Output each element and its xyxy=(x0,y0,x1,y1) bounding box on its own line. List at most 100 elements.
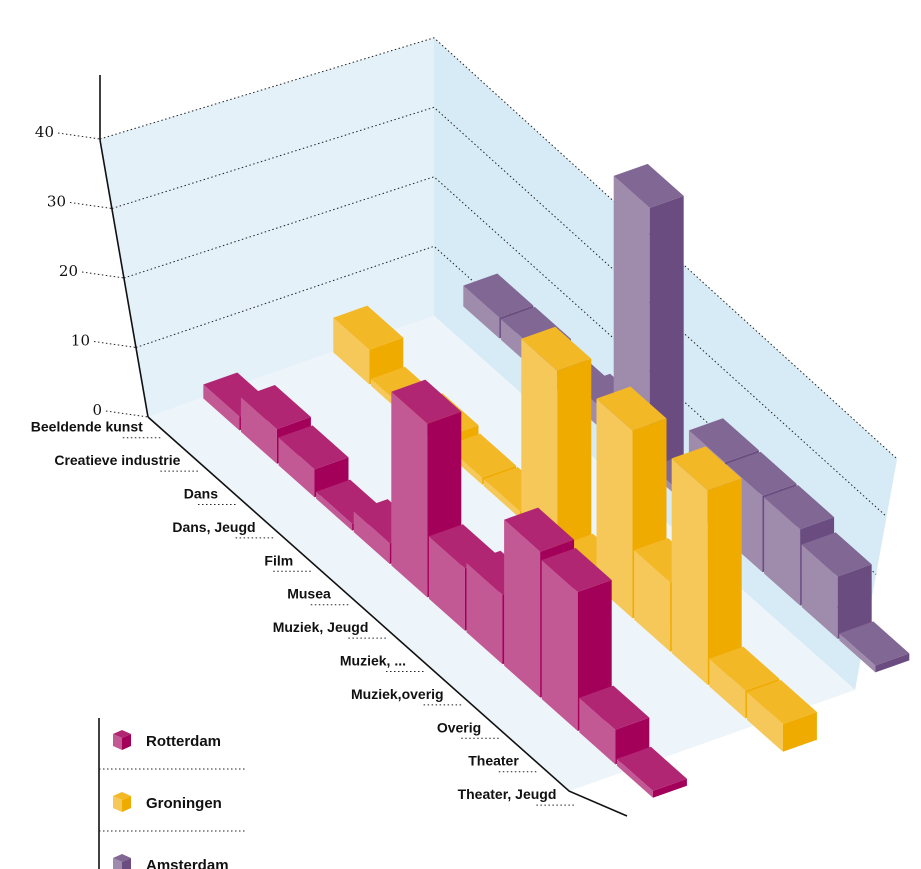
legend-swatch-right xyxy=(122,796,131,812)
bar-face xyxy=(541,560,578,731)
axes xyxy=(99,75,628,817)
x-axis xyxy=(147,416,628,817)
category-label-musea: Musea xyxy=(287,586,331,602)
bar-face xyxy=(278,437,315,498)
category-label-muziek: Muziek, ... xyxy=(340,653,406,669)
bar-groningen-theater-jeugd xyxy=(746,680,817,752)
bar-top xyxy=(616,746,687,791)
bar-face xyxy=(801,544,838,639)
bar-top xyxy=(278,425,349,470)
bar-top xyxy=(240,385,311,430)
y-tick-line xyxy=(69,202,113,209)
category-label-overig: Overig xyxy=(437,719,481,735)
bar-top xyxy=(839,621,910,666)
bar-top xyxy=(521,326,592,371)
bar-top xyxy=(709,646,780,691)
bar-face xyxy=(240,397,277,464)
bar-top xyxy=(541,548,612,592)
legend-swatch-right xyxy=(122,734,131,750)
bar-face xyxy=(875,653,910,673)
bar-face xyxy=(579,697,616,765)
bar-amsterdam-theater xyxy=(839,621,910,673)
y-tick-label: 30 xyxy=(47,193,66,211)
category-label-muziek-overig: Muziek,overig xyxy=(351,686,444,702)
bar-face xyxy=(463,285,500,339)
bar-face xyxy=(649,195,684,472)
y-tick-line xyxy=(105,410,149,418)
bar-face xyxy=(764,497,801,606)
bar-face xyxy=(782,712,817,752)
bar-face xyxy=(671,458,708,685)
category-label-creatieve-industrie: Creatieve industrie xyxy=(54,452,180,468)
y-tick-line xyxy=(57,132,101,140)
bar-face xyxy=(837,564,872,639)
category-label-beeldende-kunst: Beeldende kunst xyxy=(31,419,143,435)
y-tick-label: 10 xyxy=(71,332,90,350)
bar-top xyxy=(726,451,797,496)
category-label-dans: Dans xyxy=(184,486,218,502)
category-label-theater: Theater xyxy=(468,753,519,769)
gridline xyxy=(111,106,887,518)
legend-swatch-right xyxy=(122,858,131,869)
category-labels: Beeldende kunst Creatieve industrie Dans Da… xyxy=(31,419,575,806)
y-tick-line xyxy=(93,341,137,348)
bar-face xyxy=(596,398,633,619)
bar-top xyxy=(764,485,835,530)
legend-label: Rotterdam xyxy=(146,733,221,750)
y-tick-label: 0 xyxy=(92,401,102,419)
bar-top xyxy=(671,446,742,491)
legend-item-rotterdam: Rotterdam xyxy=(113,730,221,750)
legend: Rotterdam Groningen Amsterdam xyxy=(98,718,246,869)
bar-top xyxy=(801,532,872,577)
bar-face xyxy=(316,491,353,531)
y-axis xyxy=(99,139,149,418)
bar-face xyxy=(391,391,428,598)
legend-item-groningen: Groningen xyxy=(113,792,222,812)
bar-face xyxy=(504,519,541,698)
legend-swatch-left xyxy=(113,796,122,812)
category-label-muziek-jeugd: Muziek, Jeugd xyxy=(273,619,369,635)
bar-face xyxy=(634,550,671,652)
bar-top xyxy=(746,680,817,724)
y-tick-label: 20 xyxy=(59,262,78,280)
bar-face xyxy=(616,758,653,798)
bar-face xyxy=(483,479,520,518)
bar-top xyxy=(446,433,517,478)
legend-label: Groningen xyxy=(146,795,222,812)
bar-face xyxy=(428,536,465,631)
bar-face xyxy=(557,358,592,552)
category-label-theater-jeugd: Theater, Jeugd xyxy=(458,786,557,802)
category-label-dans-jeugd: Dans, Jeugd xyxy=(172,519,255,535)
bar-top xyxy=(504,507,575,552)
bar-face xyxy=(746,692,783,752)
bar-groningen-musea xyxy=(521,326,592,552)
bar-rotterdam-theater-jeugd xyxy=(616,746,687,798)
bar-amsterdam-overig xyxy=(801,532,872,639)
bar-top xyxy=(688,418,759,463)
bar-top xyxy=(596,386,667,431)
y-axis-ticks: 0 10 20 30 40 xyxy=(35,123,149,419)
bar-face xyxy=(839,633,876,673)
gridline xyxy=(123,176,877,575)
bar-top xyxy=(579,685,650,730)
y-tick-line xyxy=(81,271,125,279)
bar-top xyxy=(333,305,404,350)
bar-face xyxy=(203,384,240,431)
bar-top xyxy=(613,163,684,208)
bar-face xyxy=(709,658,746,719)
bar-face xyxy=(521,338,558,552)
legend-swatch-left xyxy=(113,734,122,750)
y-tick-label: 40 xyxy=(35,123,54,141)
bar-top xyxy=(463,273,534,318)
bar-top xyxy=(428,524,499,569)
legend-item-amsterdam: Amsterdam xyxy=(113,854,229,869)
gridline xyxy=(99,37,898,460)
legend-label: Amsterdam xyxy=(146,857,229,869)
bar-top xyxy=(391,379,462,424)
bar-face xyxy=(333,317,370,385)
category-label-film: Film xyxy=(264,552,293,568)
bar-face xyxy=(353,511,390,564)
bar-face xyxy=(652,778,687,798)
bars xyxy=(203,163,910,798)
